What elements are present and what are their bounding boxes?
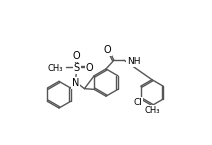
Text: Cl: Cl [133,98,142,107]
Text: O: O [73,51,81,61]
Text: S: S [74,63,80,73]
Text: NH: NH [127,57,140,66]
Text: O: O [103,45,111,55]
Text: CH₃: CH₃ [144,106,160,115]
Text: O: O [86,63,93,73]
Text: N: N [72,78,79,88]
Text: CH₃: CH₃ [48,64,63,73]
